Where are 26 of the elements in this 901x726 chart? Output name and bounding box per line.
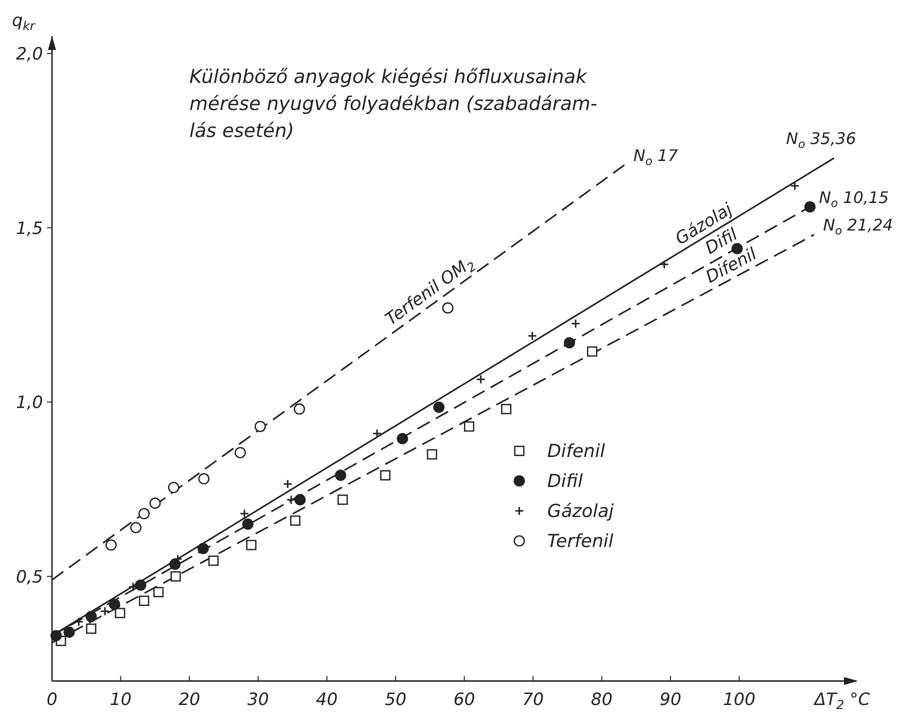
legend-label: Difenil — [547, 440, 605, 462]
annotation: N$_{o}$ 35,36 — [786, 129, 856, 151]
annotation: N$_{o}$ 21,24 — [823, 216, 893, 238]
x-tick-label: 40 — [316, 690, 338, 710]
y-axis-title: q$_{kr}$ — [12, 11, 36, 33]
x-tick-label: 10 — [110, 690, 132, 710]
x-tick-label: 80 — [590, 690, 613, 710]
legend-label: Gázolaj — [547, 500, 614, 522]
x-tick-label: 70 — [522, 690, 544, 710]
legend-label: Difil — [547, 470, 583, 492]
x-tick-label: 0 — [46, 690, 58, 710]
annotation: N$_{o}$ 17 — [633, 146, 679, 168]
x-tick-label: 90 — [660, 690, 682, 710]
text: Különböző anyagok kiégési hőfluxusainak mérése nyugvó folyadékban (szabadáram- lás esetén) — [189, 66, 598, 142]
x-tick-label: 60 — [453, 690, 476, 710]
legend-label: Terfenil — [547, 530, 614, 552]
x-tick-label: 20 — [178, 690, 200, 710]
x-tick-label: 30 — [247, 690, 269, 710]
y-tick-label: 1,5 — [16, 218, 43, 239]
x-tick-label: 50 — [384, 690, 406, 710]
y-tick-label: 2,0 — [16, 44, 43, 64]
x-tick-label: 100 — [722, 690, 756, 710]
annotation: N$_{o}$ 10,15 — [818, 188, 889, 210]
x-axis-title: ΔT$_{2}$ °C — [812, 690, 870, 712]
y-tick-label: 0,5 — [16, 567, 43, 588]
y-tick-label: 1,0 — [16, 393, 43, 414]
